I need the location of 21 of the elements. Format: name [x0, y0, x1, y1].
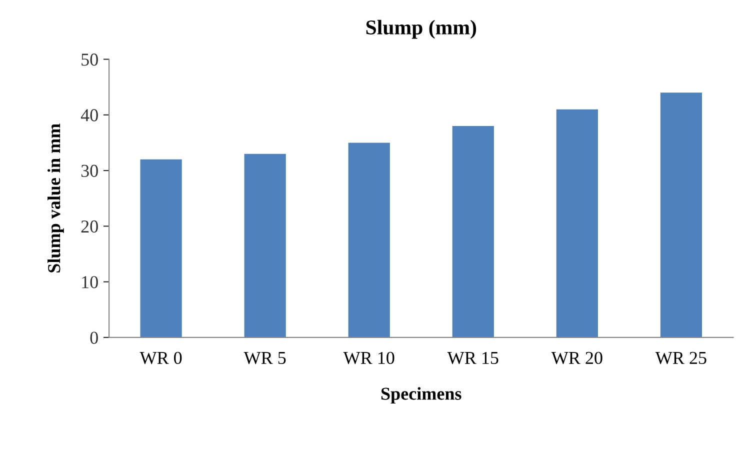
x-tick-label: WR 0 [140, 352, 182, 364]
x-tick-label: WR 15 [447, 352, 498, 364]
x-tick-label: WR 10 [343, 352, 394, 364]
y-tick-label: 40 [80, 109, 98, 122]
y-tick-label: 50 [82, 54, 98, 66]
y-tick-label: 30 [81, 164, 98, 177]
bar [348, 142, 390, 338]
chart-title: Slump (mm) [366, 20, 476, 39]
bar [452, 126, 494, 338]
bar [244, 154, 286, 338]
x-tick-label: WR 25 [655, 352, 706, 364]
bar [660, 92, 702, 338]
x-tick-label: WR 20 [551, 352, 602, 364]
y-tick-label: 10 [82, 276, 98, 288]
x-tick-label: WR 5 [244, 352, 286, 364]
y-tick-label: 0 [90, 332, 98, 344]
x-axis-title: Specimens [381, 387, 462, 404]
y-axis-title: Slump value in mm [48, 124, 64, 272]
y-tick-label: 20 [81, 220, 98, 233]
bar [556, 109, 598, 338]
bar [140, 159, 182, 338]
